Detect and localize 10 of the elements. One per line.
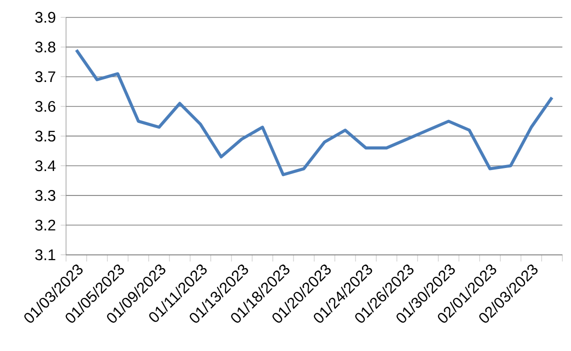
y-tick-label: 3.4 — [35, 160, 56, 172]
line-series — [74, 48, 554, 176]
y-tick-label: 3.1 — [35, 249, 56, 260]
y-tick-label: 3.7 — [35, 71, 56, 82]
y-tick-label: 3.3 — [35, 190, 56, 201]
y-tick-label: 3.2 — [35, 220, 56, 231]
y-tick-label: 3.9 — [35, 12, 56, 23]
y-tick-label: 3.6 — [35, 101, 56, 112]
y-tick-label: 3.8 — [35, 42, 56, 53]
y-tick-label: 3.5 — [35, 130, 56, 142]
